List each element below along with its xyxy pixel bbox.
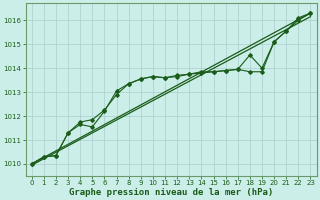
X-axis label: Graphe pression niveau de la mer (hPa): Graphe pression niveau de la mer (hPa): [69, 188, 273, 197]
